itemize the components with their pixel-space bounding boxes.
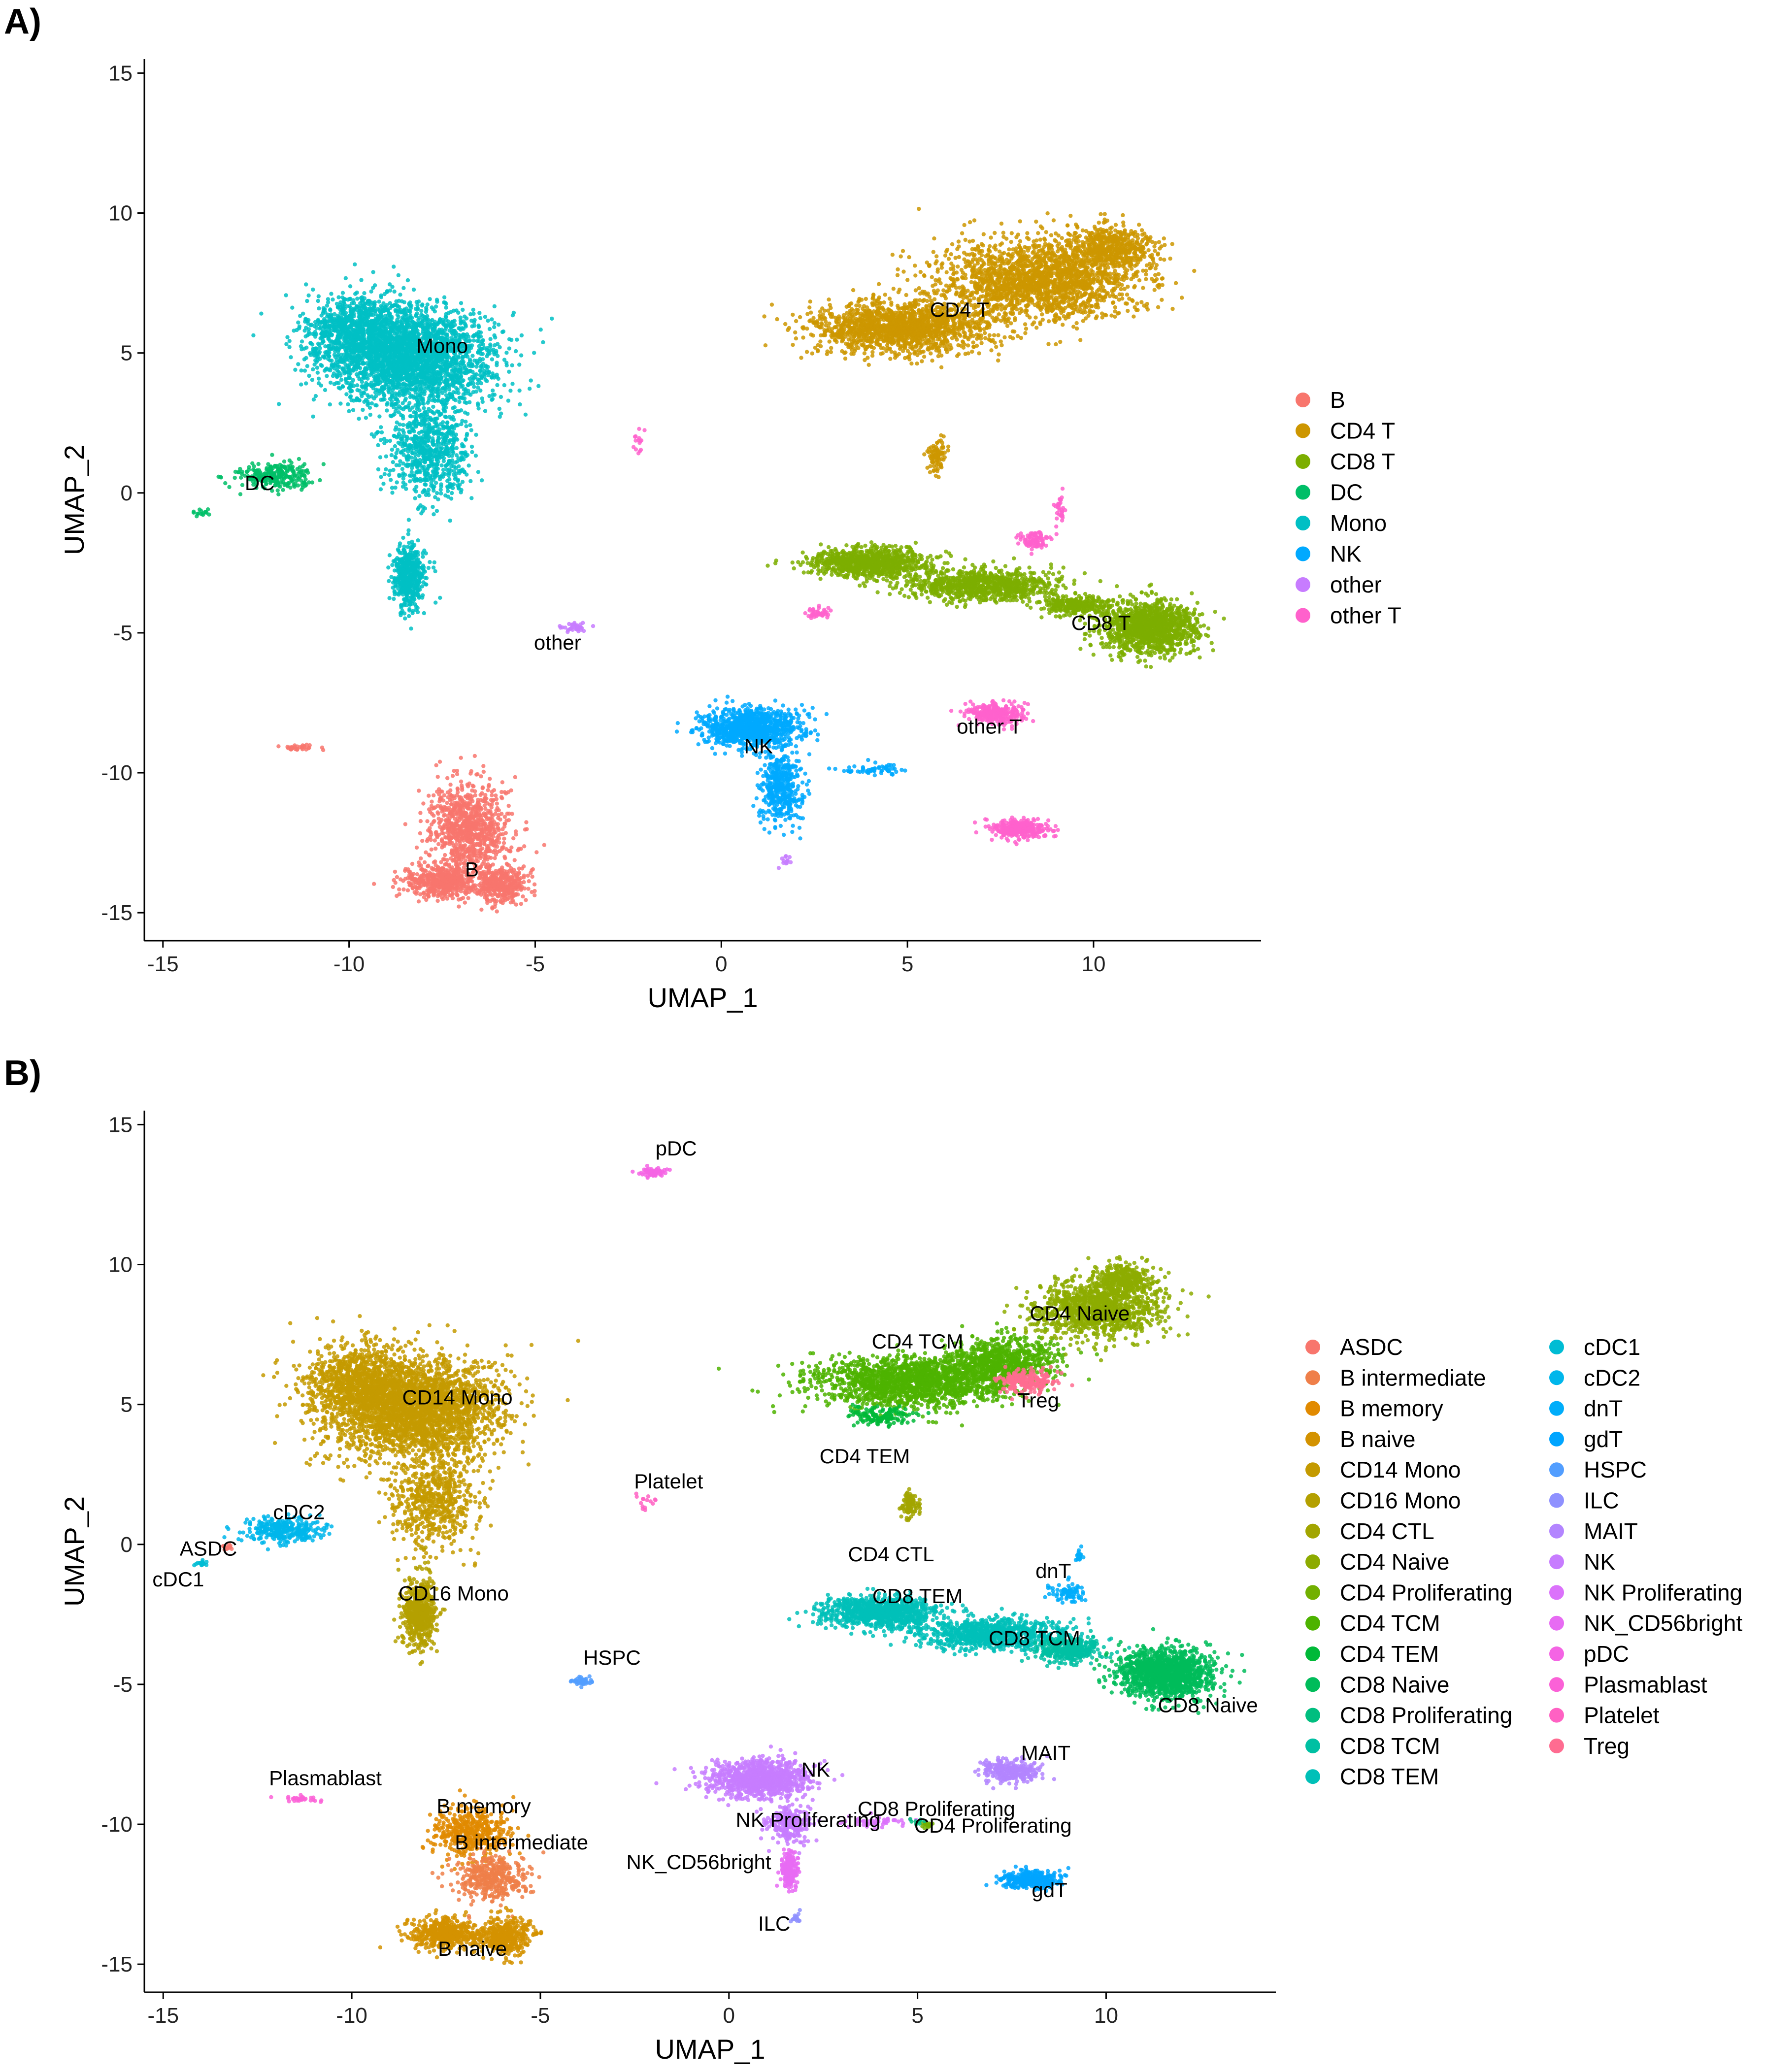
umap-figure: A)-15 -10 -5 0 5 10-15-10-5051015UMAP_1UMAP_2… bbox=[0, 0, 1765, 2072]
data-point bbox=[312, 397, 316, 401]
data-point bbox=[519, 353, 523, 357]
data-point bbox=[412, 288, 416, 292]
data-point bbox=[361, 408, 365, 412]
data-point bbox=[457, 400, 461, 404]
cluster-mono bbox=[251, 263, 554, 631]
data-point bbox=[314, 394, 318, 398]
data-point bbox=[507, 370, 511, 374]
data-point bbox=[541, 340, 545, 344]
data-point bbox=[470, 354, 474, 358]
data-point bbox=[444, 302, 448, 306]
data-point bbox=[347, 409, 351, 413]
data-point bbox=[474, 364, 478, 368]
data-point bbox=[317, 381, 321, 385]
data-point bbox=[419, 309, 423, 313]
data-point bbox=[303, 368, 307, 372]
data-point bbox=[454, 398, 458, 402]
data-point bbox=[277, 402, 281, 406]
data-point bbox=[407, 391, 411, 395]
data-point bbox=[471, 308, 475, 312]
data-point bbox=[477, 311, 481, 315]
panel-a-letter: A) bbox=[4, 2, 41, 41]
data-point bbox=[517, 362, 521, 366]
data-point bbox=[510, 363, 514, 367]
panel-a: A)-15 -10 -5 0 5 10-15-10-5051015UMAP_1UMAP_2… bbox=[4, 2, 1401, 1013]
data-point bbox=[478, 316, 482, 320]
data-point bbox=[498, 345, 501, 349]
data-point bbox=[492, 325, 496, 329]
data-point bbox=[289, 355, 293, 359]
data-point bbox=[528, 387, 532, 391]
data-point bbox=[310, 378, 314, 382]
data-point bbox=[444, 305, 448, 309]
data-point bbox=[325, 374, 329, 378]
data-point bbox=[510, 382, 514, 386]
data-point bbox=[316, 371, 320, 375]
data-point bbox=[515, 338, 519, 342]
panel-a-points bbox=[192, 207, 1226, 914]
data-point bbox=[315, 366, 319, 370]
data-point bbox=[500, 330, 504, 334]
data-point bbox=[488, 337, 492, 341]
